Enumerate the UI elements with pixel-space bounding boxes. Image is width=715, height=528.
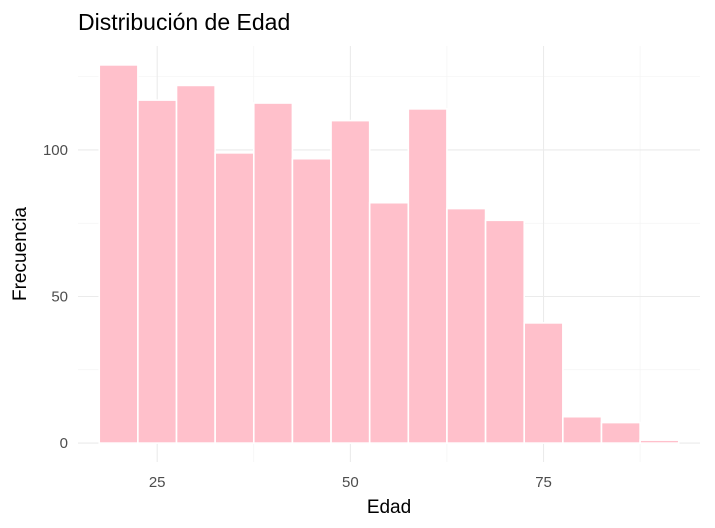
x-tick-label: 75 [535,474,552,491]
x-axis-ticks: 25 50 75 [149,474,552,491]
histogram-bar [252,102,294,444]
y-tick-label: 50 [51,289,68,306]
histogram-bar [407,108,448,444]
histogram-bar [214,152,255,444]
histogram-bar [330,119,371,444]
histogram-bar [175,84,216,444]
histogram-bar [368,201,410,444]
chart-title: Distribución de Edad [78,9,290,35]
bars [98,64,680,444]
histogram-bar [484,219,526,444]
histogram-bar [562,415,603,444]
histogram-bar [291,157,332,444]
histogram-bar [98,64,139,444]
histogram-bar [600,421,641,444]
y-tick-label: 100 [43,142,68,159]
x-axis-title: Edad [367,497,411,518]
histogram-bar [523,322,564,444]
x-tick-label: 25 [149,474,166,491]
histogram-bar [446,207,487,444]
histogram-bar [137,99,178,444]
y-axis-title: Frecuencia [10,207,31,301]
y-tick-label: 0 [60,435,68,452]
x-tick-label: 50 [342,474,359,491]
y-axis-ticks: 0 50 100 [43,142,68,452]
histogram-bar [639,439,680,444]
